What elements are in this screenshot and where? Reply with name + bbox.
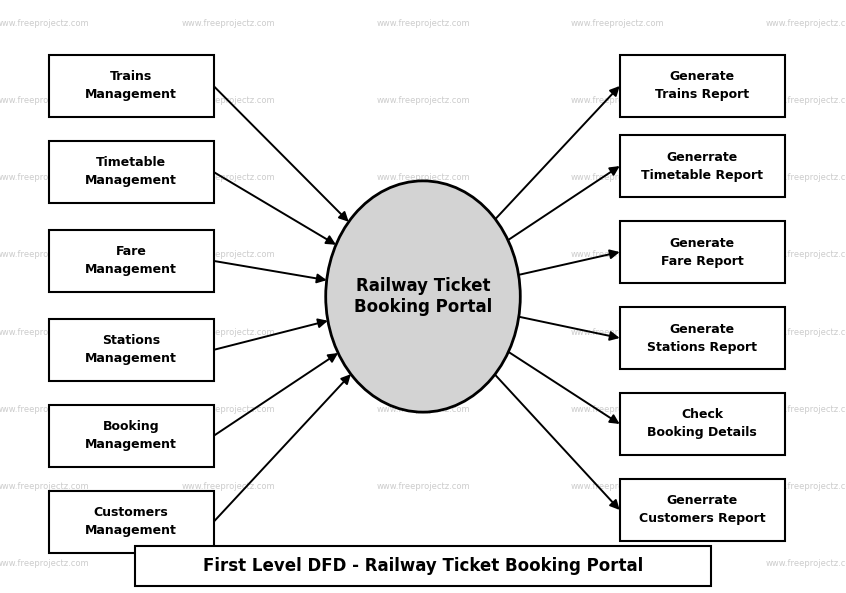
Text: Booking
Management: Booking Management	[85, 420, 177, 451]
Bar	[619, 135, 785, 197]
Text: www.freeprojectz.com: www.freeprojectz.com	[0, 327, 89, 337]
Bar	[619, 479, 785, 541]
Text: www.freeprojectz.com: www.freeprojectz.com	[376, 482, 470, 491]
Text: Generate
Trains Report: Generate Trains Report	[655, 71, 750, 101]
Text: www.freeprojectz.com: www.freeprojectz.com	[0, 96, 89, 106]
Text: www.freeprojectz.com: www.freeprojectz.com	[571, 404, 664, 414]
Text: www.freeprojectz.com: www.freeprojectz.com	[376, 19, 470, 28]
Text: www.freeprojectz.com: www.freeprojectz.com	[766, 250, 846, 260]
Text: www.freeprojectz.com: www.freeprojectz.com	[571, 559, 664, 568]
Ellipse shape	[326, 181, 520, 412]
Text: www.freeprojectz.com: www.freeprojectz.com	[766, 96, 846, 106]
Text: www.freeprojectz.com: www.freeprojectz.com	[766, 327, 846, 337]
Text: www.freeprojectz.com: www.freeprojectz.com	[0, 173, 89, 183]
Text: www.freeprojectz.com: www.freeprojectz.com	[766, 482, 846, 491]
Text: www.freeprojectz.com: www.freeprojectz.com	[182, 19, 275, 28]
Bar	[619, 307, 785, 369]
Text: www.freeprojectz.com: www.freeprojectz.com	[571, 327, 664, 337]
Text: www.freeprojectz.com: www.freeprojectz.com	[571, 173, 664, 183]
Text: www.freeprojectz.com: www.freeprojectz.com	[376, 173, 470, 183]
Text: Check
Booking Details: Check Booking Details	[647, 409, 757, 439]
Text: www.freeprojectz.com: www.freeprojectz.com	[766, 173, 846, 183]
Text: www.freeprojectz.com: www.freeprojectz.com	[0, 404, 89, 414]
Text: www.freeprojectz.com: www.freeprojectz.com	[182, 559, 275, 568]
Text: First Level DFD - Railway Ticket Booking Portal: First Level DFD - Railway Ticket Booking…	[203, 557, 643, 575]
Text: www.freeprojectz.com: www.freeprojectz.com	[571, 482, 664, 491]
Text: Generate
Stations Report: Generate Stations Report	[647, 323, 757, 353]
Text: www.freeprojectz.com: www.freeprojectz.com	[182, 482, 275, 491]
Text: www.freeprojectz.com: www.freeprojectz.com	[0, 19, 89, 28]
Bar	[48, 55, 213, 117]
Bar	[48, 319, 213, 381]
Bar	[135, 546, 711, 586]
Text: www.freeprojectz.com: www.freeprojectz.com	[182, 173, 275, 183]
Text: www.freeprojectz.com: www.freeprojectz.com	[571, 19, 664, 28]
Text: www.freeprojectz.com: www.freeprojectz.com	[182, 96, 275, 106]
Text: www.freeprojectz.com: www.freeprojectz.com	[376, 250, 470, 260]
Text: www.freeprojectz.com: www.freeprojectz.com	[182, 404, 275, 414]
Bar	[48, 141, 213, 203]
Text: www.freeprojectz.com: www.freeprojectz.com	[766, 19, 846, 28]
Text: Generate
Fare Report: Generate Fare Report	[661, 237, 744, 267]
Text: www.freeprojectz.com: www.freeprojectz.com	[0, 482, 89, 491]
Text: www.freeprojectz.com: www.freeprojectz.com	[571, 250, 664, 260]
Text: www.freeprojectz.com: www.freeprojectz.com	[182, 327, 275, 337]
Text: www.freeprojectz.com: www.freeprojectz.com	[766, 559, 846, 568]
Text: Stations
Management: Stations Management	[85, 334, 177, 365]
Bar	[619, 393, 785, 455]
Bar	[48, 404, 213, 467]
Bar	[619, 221, 785, 283]
Text: Trains
Management: Trains Management	[85, 71, 177, 101]
Text: www.freeprojectz.com: www.freeprojectz.com	[376, 96, 470, 106]
Text: www.freeprojectz.com: www.freeprojectz.com	[0, 250, 89, 260]
Text: www.freeprojectz.com: www.freeprojectz.com	[766, 404, 846, 414]
Text: Generrate
Customers Report: Generrate Customers Report	[639, 495, 766, 525]
Text: www.freeprojectz.com: www.freeprojectz.com	[182, 250, 275, 260]
Bar	[619, 55, 785, 117]
Text: Railway Ticket
Booking Portal: Railway Ticket Booking Portal	[354, 277, 492, 316]
Bar	[48, 491, 213, 553]
Text: Timetable
Management: Timetable Management	[85, 157, 177, 187]
Bar	[48, 229, 213, 292]
Text: Fare
Management: Fare Management	[85, 246, 177, 276]
Text: Customers
Management: Customers Management	[85, 506, 177, 537]
Text: www.freeprojectz.com: www.freeprojectz.com	[571, 96, 664, 106]
Text: Generrate
Timetable Report: Generrate Timetable Report	[641, 151, 763, 181]
Text: www.freeprojectz.com: www.freeprojectz.com	[376, 327, 470, 337]
Text: www.freeprojectz.com: www.freeprojectz.com	[0, 559, 89, 568]
Text: www.freeprojectz.com: www.freeprojectz.com	[376, 559, 470, 568]
Text: www.freeprojectz.com: www.freeprojectz.com	[376, 404, 470, 414]
